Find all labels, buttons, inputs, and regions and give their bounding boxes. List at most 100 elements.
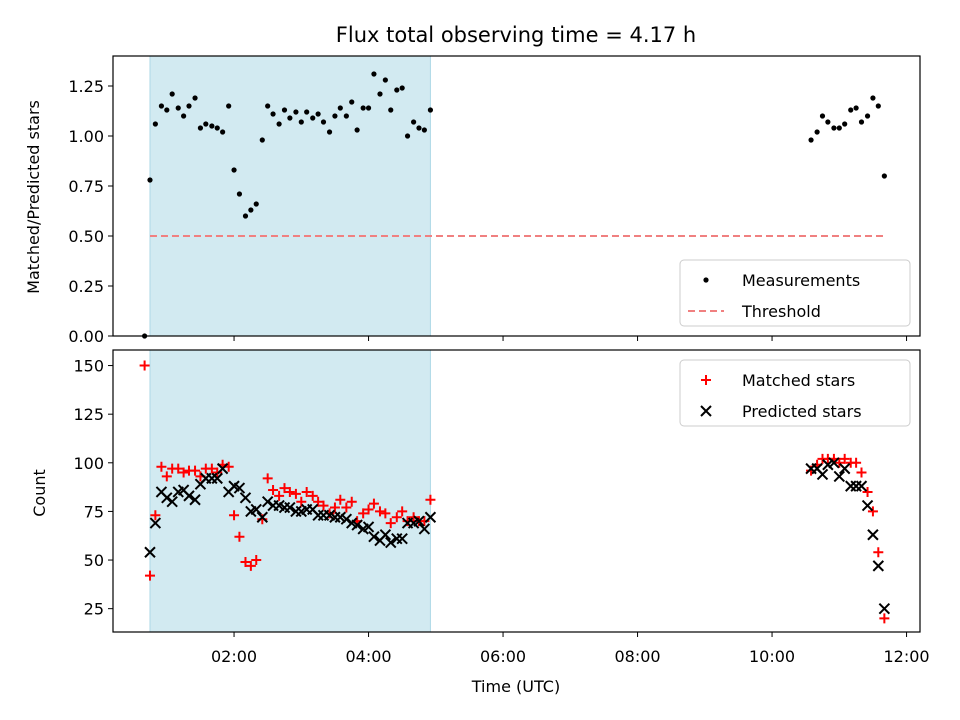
data-point [307,490,318,501]
data-point [341,502,352,513]
count-panel: 25 50 75 100 125 150 02:00 04:00 06:00 08:00 10:00… [73,349,930,666]
data-point [206,463,217,474]
data-point [368,530,380,543]
data-point [152,121,158,127]
x-axis-label: Time (UTC) [471,677,560,696]
legend-predicted-stars-swatch [700,405,712,417]
legend-box [679,259,911,327]
data-point [144,546,156,558]
data-point [251,555,262,566]
axes-frame [112,349,921,633]
data-point [173,463,184,474]
data-point [354,127,360,133]
y-tick-label: 125 [73,405,104,424]
data-point [873,547,884,558]
data-point [851,457,862,468]
data-point [855,480,868,492]
data-point [839,453,850,464]
data-point [229,510,240,521]
data-point [842,121,848,127]
data-point [265,103,271,109]
data-point [233,482,246,494]
data-point [335,494,346,505]
y-tick-label: 100 [73,454,104,473]
data-point [262,473,273,484]
data-point [214,125,220,131]
data-point [816,468,829,481]
data-point [340,513,353,525]
data-point [427,107,434,113]
data-point [416,125,422,131]
data-point [310,115,316,121]
data-point [808,137,814,143]
data-point [862,486,873,497]
legend: Matched stars Predicted stars [679,359,911,427]
data-point [848,107,854,113]
data-point [349,99,355,105]
data-point [388,107,394,113]
data-point [853,105,859,111]
observing-window-shade [149,55,431,337]
data-point [424,511,437,523]
x-tick-label: 08:00 [614,647,660,666]
data-point [304,109,310,115]
data-point [211,472,223,485]
data-point [150,510,161,521]
y-tick-label: 1.25 [68,77,104,96]
data-point [878,602,891,615]
data-point [226,103,232,109]
data-point [287,115,293,121]
y-tick-label: 0.75 [68,177,104,196]
data-point [270,111,276,117]
data-point [856,467,867,478]
data-point [161,471,172,482]
data-point [212,467,223,478]
data-point [408,512,419,523]
data-point [368,498,379,509]
data-point [332,113,338,119]
data-point [864,113,871,119]
x-tick-label: 10:00 [749,647,795,666]
data-point [418,523,431,535]
data-point [236,191,243,197]
data-point [279,483,290,494]
data-point [293,109,299,115]
data-point [158,103,165,109]
data-point [164,107,170,113]
data-point [867,506,878,517]
data-point [396,532,408,545]
series-predicted-stars [144,457,891,615]
data-point [144,570,155,581]
data-point [320,119,327,125]
data-point [831,125,837,131]
legend-box [679,359,911,427]
bottom-y-axis-label: Count [30,469,49,517]
y-tick-label: 0.25 [68,277,104,296]
data-point [284,501,296,514]
data-point [240,556,251,567]
data-point [394,87,400,93]
data-point [231,167,237,173]
data-point [825,119,831,125]
data-point [156,461,167,472]
data-point [259,137,265,143]
data-point [239,492,252,504]
data-point [425,494,436,505]
data-point [298,119,304,125]
data-point [385,536,397,549]
data-point [833,470,846,483]
data-point [189,494,201,506]
data-point [276,121,282,127]
x-tick-label: 06:00 [480,647,526,666]
data-point [147,177,153,183]
data-point [220,129,226,135]
axes-frame [112,55,921,337]
data-point [175,105,181,111]
x-tick-label: 04:00 [345,647,391,666]
data-point [274,490,285,501]
data-point [250,503,262,516]
data-point [411,119,417,125]
data-point [382,77,388,83]
data-point [413,515,425,527]
